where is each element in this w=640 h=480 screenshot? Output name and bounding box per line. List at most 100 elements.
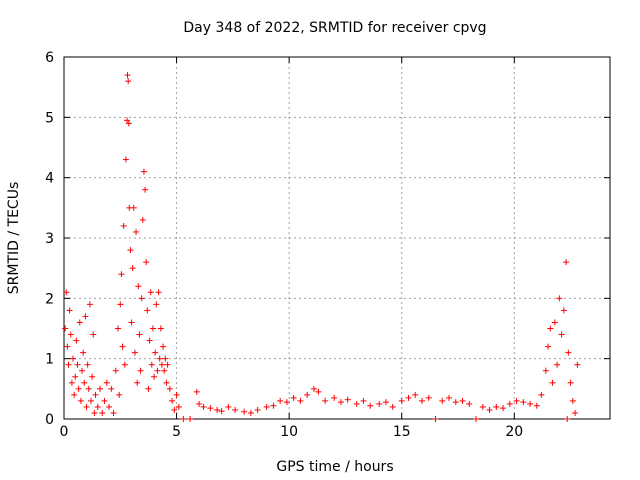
data-point [173,391,180,398]
data-point [533,402,540,409]
data-point [560,307,567,314]
data-point [425,394,432,401]
data-point [412,391,419,398]
data-point [63,289,70,296]
data-point [145,385,152,392]
data-point [134,379,141,386]
data-point [569,397,576,404]
data-point [565,349,572,356]
data-point [146,337,153,344]
data-point [247,409,254,416]
data-point [175,403,182,410]
data-point [405,394,412,401]
data-point [142,186,149,193]
data-point [538,391,545,398]
grid [64,57,610,419]
data-point [128,319,135,326]
data-point [153,301,160,308]
data-point [547,325,554,332]
data-point [207,405,214,412]
tick-labels: 0 5 10 15 20 0 1 2 3 4 5 6 [45,50,523,440]
data-point [117,301,124,308]
data-point [166,385,173,392]
data-point [270,402,277,409]
data-point [157,325,164,332]
data-point [574,361,581,368]
x-tick-label: 15 [393,424,411,440]
data-point [66,307,73,314]
data-point [143,259,150,266]
data-point [290,394,297,401]
data-point [121,361,128,368]
data-point [169,397,176,404]
data-point [304,391,311,398]
data-point [70,355,77,362]
data-point [527,400,534,407]
data-point [151,373,158,380]
data-point [500,405,507,412]
data-point [77,397,84,404]
data-point [353,400,360,407]
data-point [382,399,389,406]
y-tick-label: 4 [45,171,54,187]
x-axis-label: GPS time / hours [276,459,393,475]
data-point [232,406,239,413]
x-tick-label: 10 [280,424,298,440]
x-tick-label: 5 [172,424,181,440]
data-point [315,388,322,395]
data-point [139,216,146,223]
data-point [92,391,99,398]
data-point [75,385,82,392]
data-point [193,388,200,395]
data-point [97,385,104,392]
data-point [138,295,145,302]
data-point [130,204,137,211]
data-point [73,337,80,344]
chart-title: Day 348 of 2022, SRMTID for receiver cpv… [183,20,486,36]
data-point [79,367,86,374]
data-point [513,397,520,404]
data-point [164,361,171,368]
data-point [187,416,194,422]
data-point [200,403,207,410]
data-point [129,265,136,272]
data-point [106,403,113,410]
data-point [446,394,453,401]
data-point [155,289,162,296]
data-point [389,403,396,410]
data-point [196,400,203,407]
data-point [89,373,96,380]
data-point [135,283,142,290]
data-point [154,367,161,374]
data-point [241,408,248,415]
data-point [83,403,90,410]
data-point [376,400,383,407]
data-point [158,361,165,368]
data-point [214,406,221,413]
data-point [549,379,556,386]
y-tick-label: 1 [45,352,54,368]
data-point [125,78,132,85]
data-point [86,301,93,308]
x-tick-label: 0 [60,424,69,440]
data-point [161,367,168,374]
data-point [140,168,147,175]
data-point [486,406,493,413]
data-point [171,406,178,413]
data-point [418,397,425,404]
x-tick-label: 20 [505,424,523,440]
data-point [162,355,169,362]
data-point [119,343,126,350]
data-point [108,385,115,392]
data-point [144,307,151,314]
data-point [124,117,131,124]
data-point [551,319,558,326]
y-tick-label: 2 [45,291,54,307]
data-point [572,409,579,416]
data-point [337,399,344,406]
data-point [554,361,561,368]
data-point [133,228,140,235]
data-point [452,399,459,406]
data-point [110,409,117,416]
